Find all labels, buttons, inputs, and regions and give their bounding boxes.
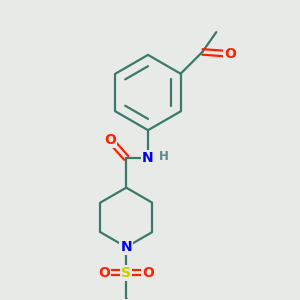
Text: O: O xyxy=(142,266,154,280)
Text: N: N xyxy=(120,240,132,254)
Text: O: O xyxy=(224,47,236,61)
Text: O: O xyxy=(98,266,110,280)
Text: N: N xyxy=(142,151,154,165)
Text: O: O xyxy=(104,133,116,147)
Text: H: H xyxy=(159,150,169,164)
Text: S: S xyxy=(121,266,131,280)
